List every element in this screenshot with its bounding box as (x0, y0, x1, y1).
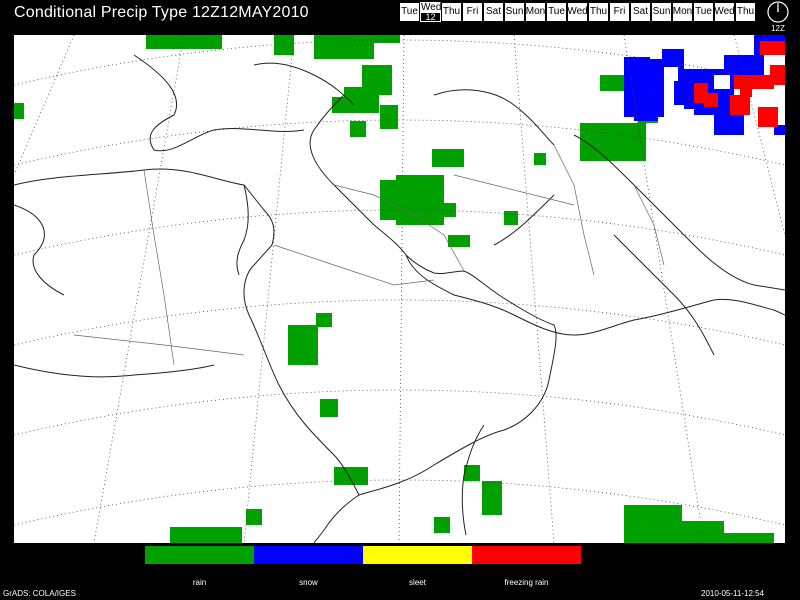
day-cell-3[interactable]: Fri (462, 2, 483, 22)
legend-swatch-3 (472, 546, 581, 564)
legend-label-3: freezing rain (504, 578, 549, 587)
borders (73, 144, 665, 366)
footer-timestamp: 2010-05-11-12:54 (701, 589, 765, 598)
precip-map (14, 35, 785, 543)
day-cell-0[interactable]: Tue (399, 2, 420, 22)
day-cell-8[interactable]: Wed (567, 2, 588, 22)
coastlines (14, 54, 785, 543)
clock-icon: 12Z (767, 1, 789, 32)
map-title: Conditional Precip Type 12Z12MAY2010 (14, 4, 309, 21)
day-cell-2[interactable]: Thu (441, 2, 462, 22)
day-cell-11[interactable]: Sat (630, 2, 651, 22)
day-cell-15[interactable]: Wed (714, 2, 735, 22)
clock-label: 12Z (771, 24, 785, 32)
day-cell-9[interactable]: Thu (588, 2, 609, 22)
day-selector: Tue Wed 12 Thu Fri Sat Sun Mon Tue Wed Thu Fri Sat Su… (399, 2, 756, 24)
map-canvas (14, 35, 785, 543)
freezing-rain-cells (694, 41, 785, 127)
legend-label-0: rain (192, 578, 207, 587)
day-label: Wed (421, 2, 442, 13)
legend-swatch-1 (254, 546, 363, 564)
legend-label-1: snow (299, 578, 318, 587)
graticule (14, 35, 785, 543)
day-cell-7[interactable]: Tue (546, 2, 567, 22)
day-cell-14[interactable]: Tue (693, 2, 714, 22)
day-cell-5[interactable]: Sun (504, 2, 525, 22)
day-cell-1[interactable]: Wed 12 (420, 2, 441, 22)
day-cell-10[interactable]: Fri (609, 2, 630, 22)
white-gaps (650, 45, 785, 127)
legend-label-2: sleet (409, 578, 426, 587)
precip-legend (145, 546, 581, 564)
day-cell-16[interactable]: Thu (735, 2, 756, 22)
rain-cells (14, 35, 774, 543)
day-cell-13[interactable]: Mon (672, 2, 693, 22)
day-cell-12[interactable]: Sun (651, 2, 672, 22)
legend-swatch-2 (363, 546, 472, 564)
day-cell-4[interactable]: Sat (483, 2, 504, 22)
legend-labels: rain snow sleet freezing rain (145, 578, 581, 590)
day-number: 12 (425, 12, 436, 22)
day-cell-6[interactable]: Mon (525, 2, 546, 22)
footer-credit: GrADS: COLA/IGES (3, 589, 76, 598)
legend-swatch-0 (145, 546, 254, 564)
